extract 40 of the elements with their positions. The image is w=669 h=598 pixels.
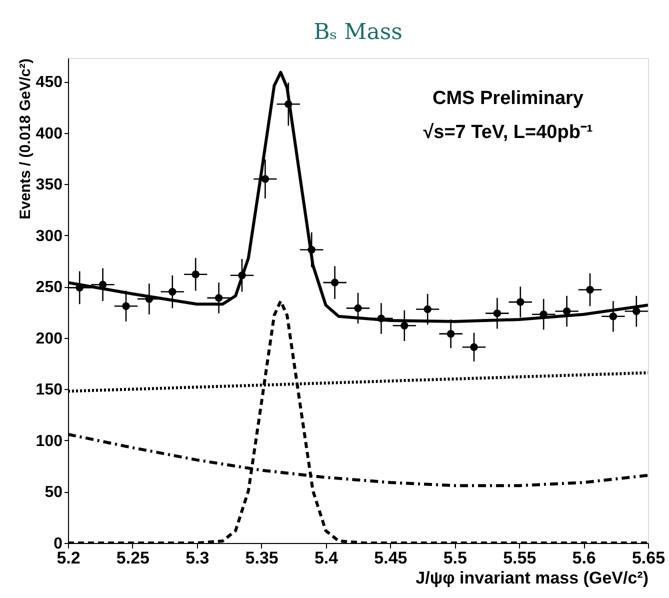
point [609,312,618,320]
x-tick-label: 5.3 [186,548,210,568]
point [330,278,339,286]
point [493,309,502,318]
y-tick-label: 450 [36,74,63,92]
point [470,343,478,352]
point [168,288,176,296]
y-tick-label: 150 [36,382,63,399]
point [122,302,130,310]
point [516,298,524,306]
point [192,270,200,278]
y-tick-label: 200 [36,330,63,348]
point [446,330,455,338]
point [562,307,571,316]
point [632,307,640,316]
point [354,304,362,312]
x-tick-label: 5.6 [572,548,596,568]
x-axis-title: J/ψφ invariant mass (GeV/c²) [416,568,648,588]
y-tick-label: 50 [44,484,63,502]
x-tick-label: 5.5 [443,548,467,568]
y-tick-label: 350 [36,176,63,194]
x-tick-label: 5.4 [314,548,339,568]
x-tick-label: 5.25 [116,548,150,568]
x-tick-label: 5.55 [503,548,536,568]
chart-title: Bₛ Mass [314,20,402,45]
x-tick-label: 5.45 [374,548,408,568]
x-tick-label: 5.35 [245,548,278,568]
y-axis-title: Events / (0.018 GeV/c²) [16,58,34,220]
point [214,294,223,302]
y-tick-label: 100 [36,432,63,450]
x-tick-label: 5.65 [632,548,666,568]
point [400,322,408,330]
annotation: CMS Preliminary [432,88,584,109]
y-tick-label: 400 [36,125,63,142]
annotation: √s=7 TeV, L=40pb⁻¹ [423,122,593,143]
point [424,305,432,314]
y-tick-label: 250 [36,279,63,296]
point [586,286,594,294]
point [261,175,270,183]
y-tick-label: 300 [36,228,63,245]
